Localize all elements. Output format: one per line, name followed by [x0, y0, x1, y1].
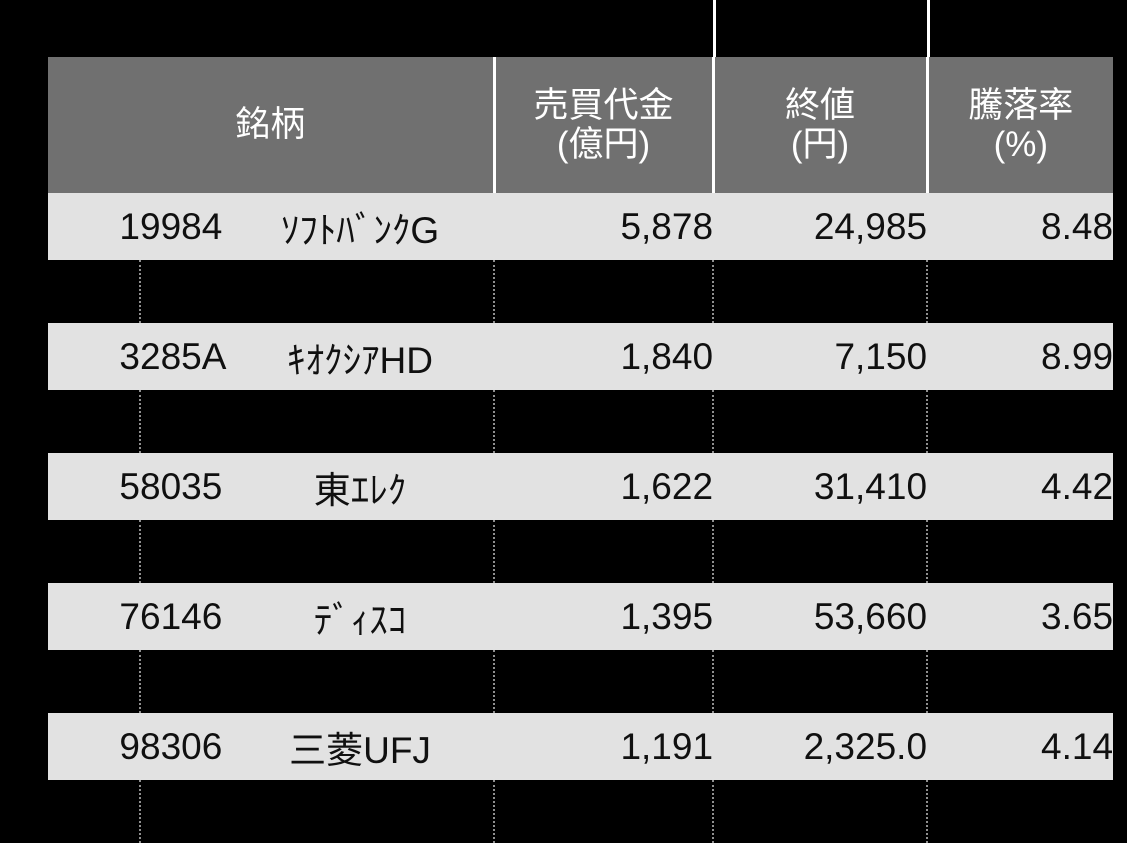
gap-close: [712, 780, 928, 843]
gap-rate: [926, 260, 1114, 323]
header-row: 銘柄 売買代金 (億円) 終値 (円) 騰落率 (%): [48, 57, 1114, 193]
cell-code: 285A: [140, 323, 226, 390]
row-gap: [48, 390, 1114, 453]
cell-rate: 8.48: [927, 193, 1114, 260]
table-row: 5 8035 東ｴﾚｸ 1,622 31,410 4.42: [48, 453, 1114, 520]
gap-value: [493, 650, 714, 713]
table-row: 9 8306 三菱UFJ 1,191 2,325.0 4.14: [48, 713, 1114, 780]
cell-rate: 3.65: [927, 583, 1114, 650]
cell-rate: 4.42: [927, 453, 1114, 520]
cell-rank: 9: [48, 713, 140, 780]
table-row: 7 6146 ﾃﾞｨｽｺ 1,395 53,660 3.65: [48, 583, 1114, 650]
cell-code: 8306: [140, 713, 226, 780]
cell-code: 8035: [140, 453, 226, 520]
cell-close: 31,410: [713, 453, 928, 520]
gap-code: [139, 520, 226, 583]
gap-value: [493, 390, 714, 453]
cell-close: 24,985: [713, 193, 928, 260]
cell-value: 1,395: [494, 583, 714, 650]
gap-name: [226, 780, 495, 843]
gap-value: [493, 780, 714, 843]
cell-value: 1,840: [494, 323, 714, 390]
header-label-value-line2: (億円): [556, 125, 651, 164]
cell-rank: 5: [48, 453, 140, 520]
gap-code: [139, 260, 226, 323]
cell-value: 5,878: [494, 193, 714, 260]
gap-rank: [48, 780, 140, 843]
cell-name: ﾃﾞｨｽｺ: [226, 583, 495, 650]
cell-value: 1,622: [494, 453, 714, 520]
header-label-value-line1: 売買代金: [533, 85, 674, 125]
header-cell-name: 銘柄: [48, 57, 495, 193]
cell-close: 7,150: [713, 323, 928, 390]
cell-code: 6146: [140, 583, 226, 650]
gap-value: [493, 520, 714, 583]
gap-rank: [48, 260, 140, 323]
gap-name: [226, 260, 495, 323]
cell-name: ｷｵｸｼｱHD: [226, 323, 495, 390]
cell-close: 53,660: [713, 583, 928, 650]
cell-rank: 7: [48, 583, 140, 650]
header-label-rate-line2: (%): [993, 125, 1048, 164]
gap-rank: [48, 650, 140, 713]
cell-code: 9984: [140, 193, 226, 260]
gap-code: [139, 390, 226, 453]
cell-value: 1,191: [494, 713, 714, 780]
gap-rate: [926, 390, 1114, 453]
row-gap: [48, 520, 1114, 583]
header-label-rate-line1: 騰落率: [968, 85, 1074, 125]
cell-rate: 4.14: [927, 713, 1114, 780]
gap-close: [712, 520, 928, 583]
gap-name: [226, 520, 495, 583]
column-rule-close: [713, 0, 716, 57]
gap-rank: [48, 520, 140, 583]
table-header: 銘柄 売買代金 (億円) 終値 (円) 騰落率 (%): [48, 57, 1114, 193]
header-cell-value: 売買代金 (億円): [492, 57, 714, 193]
header-label-name: 銘柄: [235, 105, 306, 145]
table-row: 1 9984 ｿﾌﾄﾊﾞﾝｸG 5,878 24,985 8.48: [48, 193, 1114, 260]
gap-rank: [48, 390, 140, 453]
column-rule-rate: [927, 0, 930, 57]
header-cell-rate: 騰落率 (%): [925, 57, 1114, 193]
gap-code: [139, 780, 226, 843]
header-label-close-line2: (円): [790, 125, 850, 164]
gap-name: [226, 650, 495, 713]
header-label-close-line1: 終値: [785, 85, 856, 125]
row-gap: [48, 650, 1114, 713]
row-gap-final: [48, 780, 1114, 843]
gap-value: [493, 260, 714, 323]
gap-name: [226, 390, 495, 453]
gap-rate: [926, 650, 1114, 713]
cell-name: ｿﾌﾄﾊﾞﾝｸG: [226, 193, 495, 260]
gap-rate: [926, 520, 1114, 583]
cell-rank: 3: [48, 323, 140, 390]
gap-close: [712, 650, 928, 713]
header-cell-close: 終値 (円): [711, 57, 928, 193]
gap-code: [139, 650, 226, 713]
row-gap: [48, 260, 1114, 323]
stock-ranking-table: 銘柄 売買代金 (億円) 終値 (円) 騰落率 (%) 1 9984: [48, 57, 1114, 843]
table-row: 3 285A ｷｵｸｼｱHD 1,840 7,150 8.99: [48, 323, 1114, 390]
gap-rate: [926, 780, 1114, 843]
cell-name: 東ｴﾚｸ: [226, 453, 495, 520]
cell-rank: 1: [48, 193, 140, 260]
gap-close: [712, 260, 928, 323]
gap-close: [712, 390, 928, 453]
cell-name: 三菱UFJ: [226, 713, 495, 780]
cell-close: 2,325.0: [713, 713, 928, 780]
table-body: 1 9984 ｿﾌﾄﾊﾞﾝｸG 5,878 24,985 8.48 3 285A…: [48, 193, 1114, 843]
cell-rate: 8.99: [927, 323, 1114, 390]
